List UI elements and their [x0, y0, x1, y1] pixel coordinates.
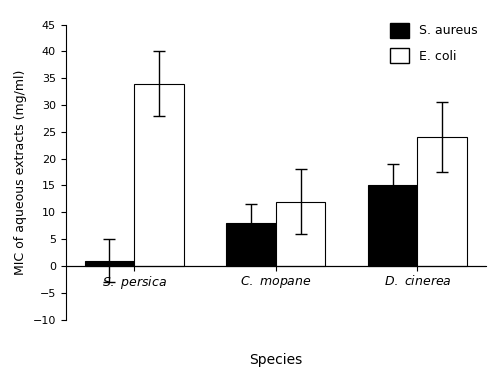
Bar	[418, 137, 467, 266]
Y-axis label: MIC of aqueous extracts (mg/ml): MIC of aqueous extracts (mg/ml)	[14, 69, 27, 275]
X-axis label: Species: Species	[249, 353, 302, 367]
Bar	[276, 202, 326, 266]
Bar	[84, 261, 134, 266]
Bar	[134, 84, 184, 266]
Bar	[226, 223, 276, 266]
Legend: S. aureus, E. coli: S. aureus, E. coli	[385, 18, 482, 68]
Bar	[368, 186, 418, 266]
